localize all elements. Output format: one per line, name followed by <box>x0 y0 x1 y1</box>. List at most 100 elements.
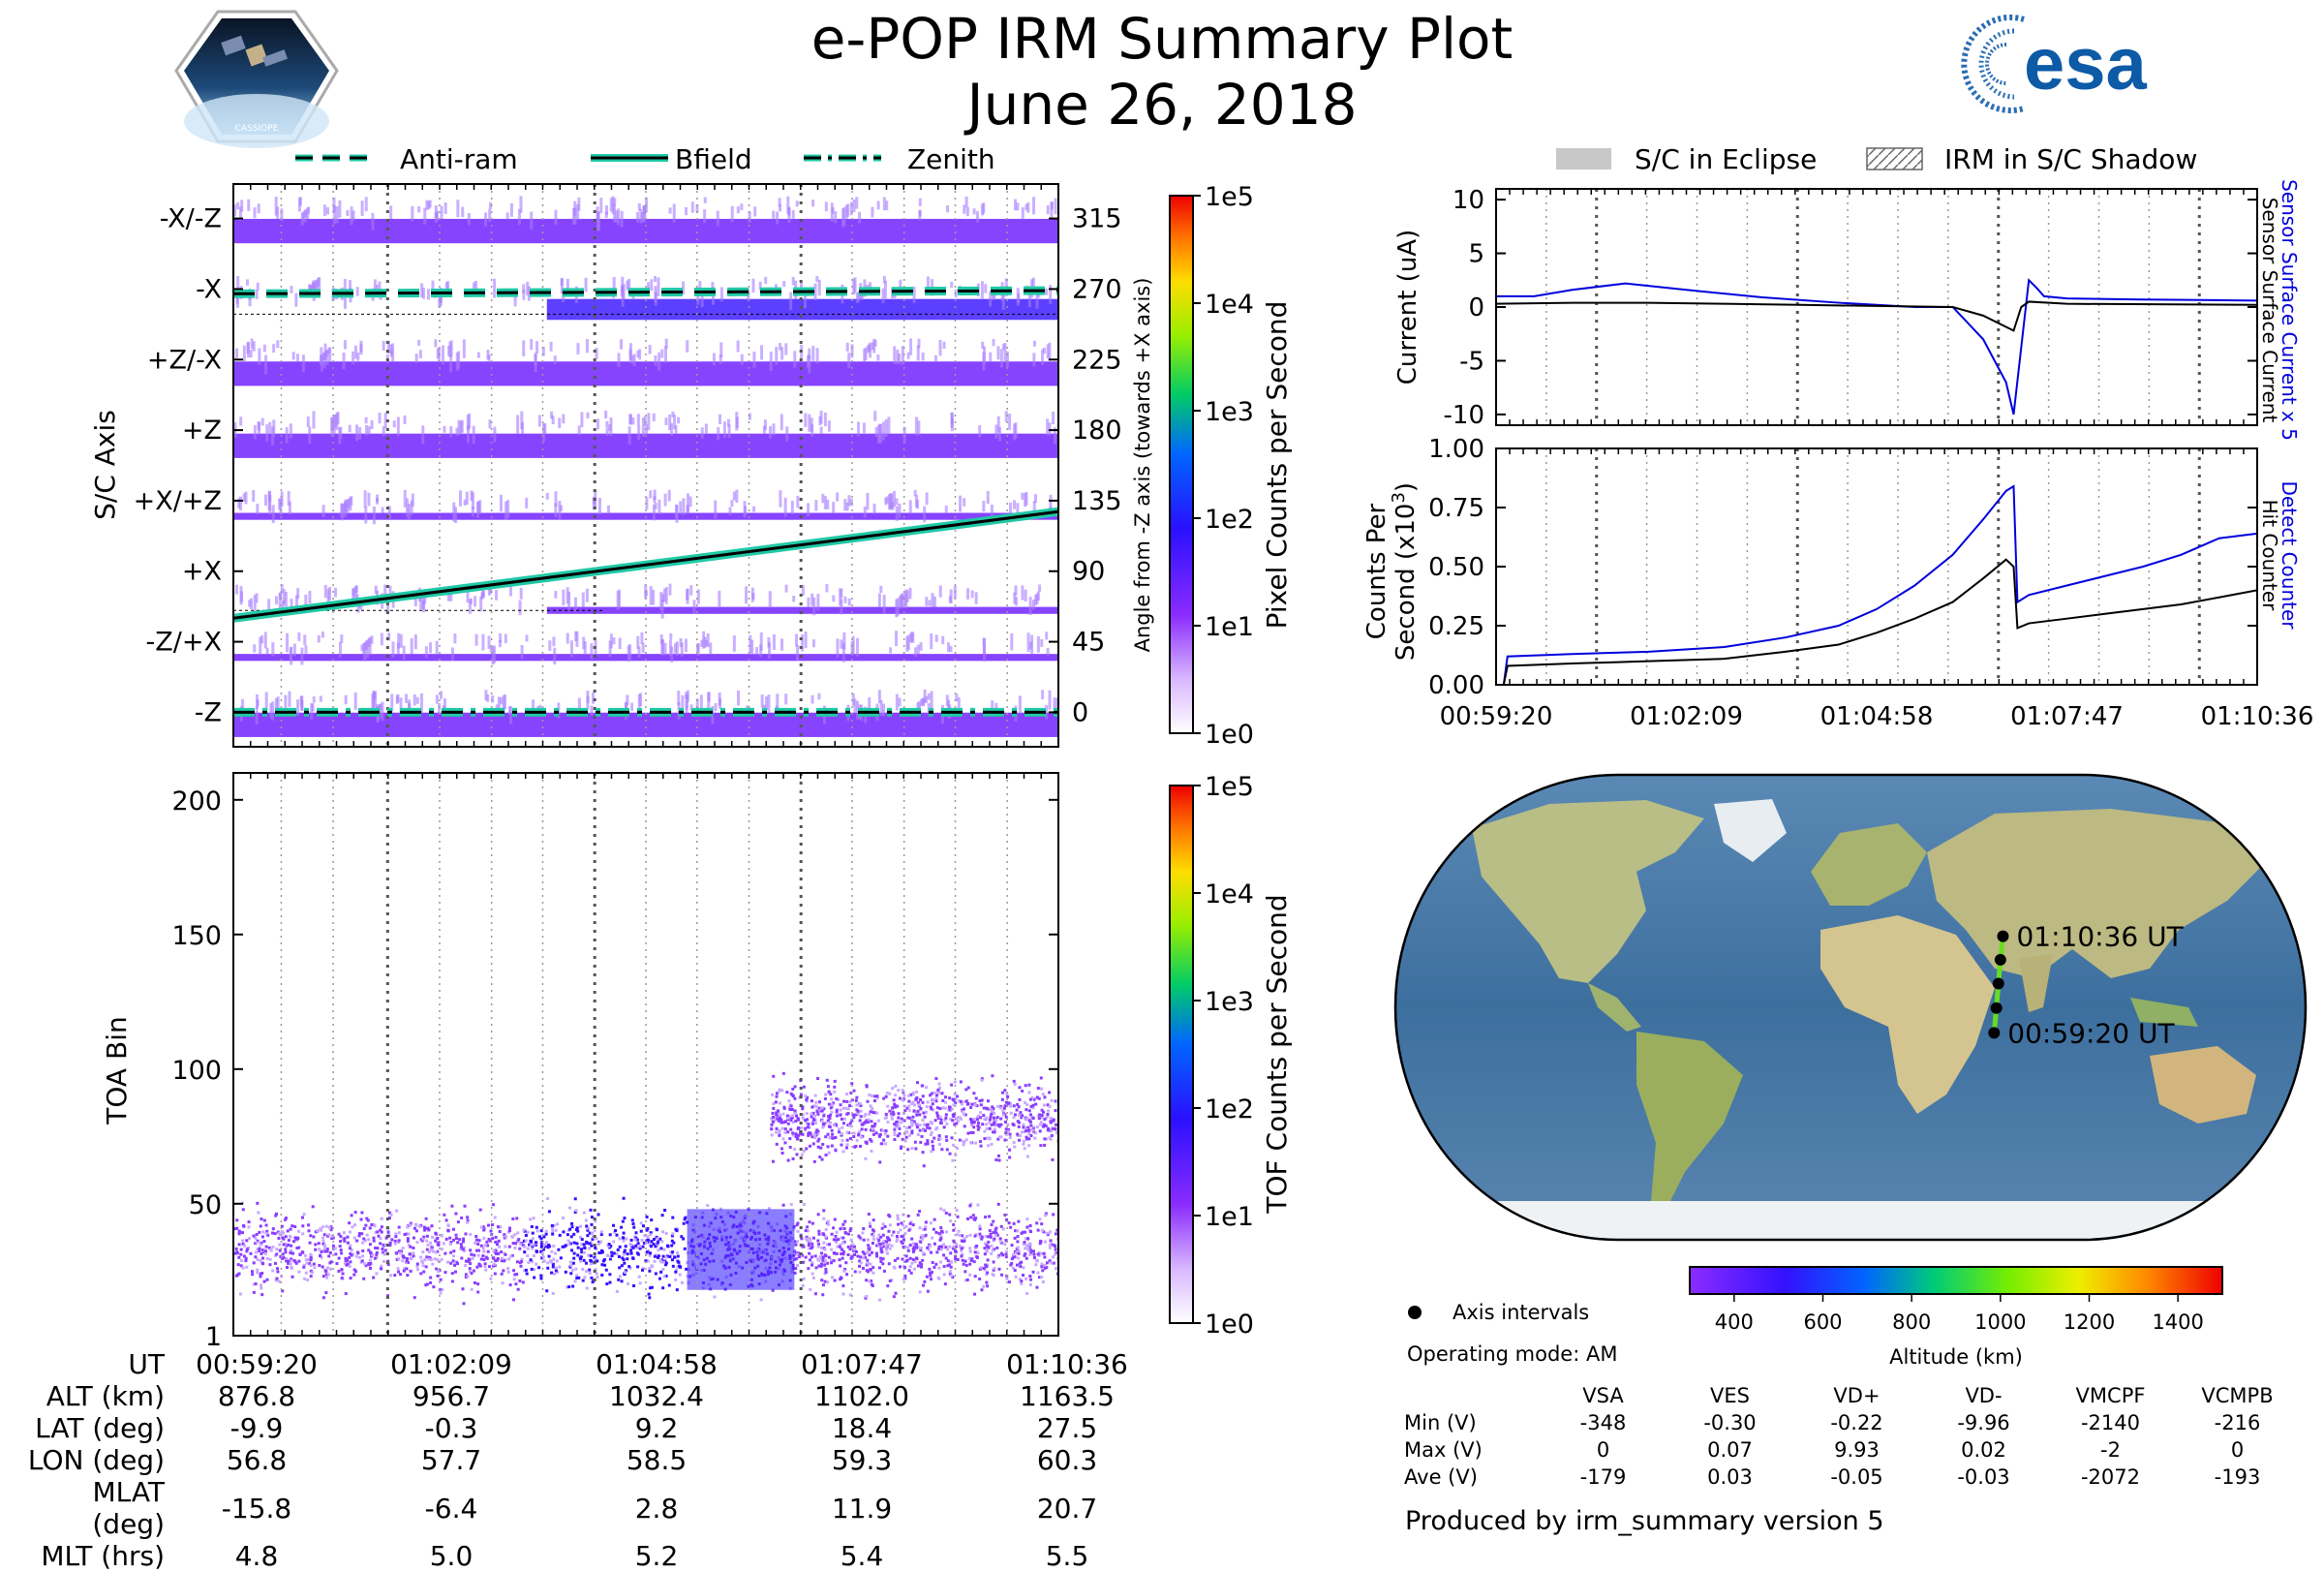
tof-point <box>790 1203 793 1206</box>
tof-point <box>852 1090 855 1093</box>
pixel-speckle <box>247 342 250 357</box>
tof-point <box>796 1264 799 1267</box>
tof-point <box>1025 1226 1028 1229</box>
tof-point <box>805 1229 808 1232</box>
tof-point <box>868 1248 871 1251</box>
tof-point <box>1013 1104 1016 1107</box>
tof-point <box>786 1130 789 1133</box>
pixel-speckle <box>491 695 494 703</box>
tof-point <box>987 1099 990 1102</box>
tof-point <box>902 1278 905 1280</box>
tof-point <box>933 1092 936 1094</box>
tof-point <box>1012 1253 1015 1256</box>
tof-point <box>487 1250 490 1253</box>
tof-point <box>279 1249 282 1252</box>
pixel-speckle <box>842 632 845 650</box>
tof-point <box>252 1235 255 1238</box>
pixel-speckle <box>661 594 664 601</box>
tof-point <box>332 1245 335 1248</box>
pixel-speckle <box>676 505 679 523</box>
tof-point <box>881 1227 884 1230</box>
tof-point <box>1029 1113 1032 1116</box>
tof-point <box>994 1267 996 1270</box>
tof-point <box>1013 1124 1016 1126</box>
pixel-speckle <box>254 425 257 439</box>
pixel-speckle <box>824 413 827 426</box>
counts-xtick-label: 00:59:20 <box>1440 702 1553 731</box>
tof-point <box>884 1132 887 1135</box>
tof-point <box>650 1245 653 1248</box>
tof-point <box>1038 1218 1041 1220</box>
tof-point <box>991 1143 994 1146</box>
tof-point <box>940 1148 943 1151</box>
tof-point <box>778 1090 780 1093</box>
tof-point <box>843 1118 846 1121</box>
pixel-speckle <box>468 414 471 429</box>
pixel-speckle <box>744 507 747 515</box>
pixel-speckle <box>657 353 660 371</box>
tof-point <box>866 1142 869 1145</box>
tof-point <box>938 1134 941 1137</box>
tof-point <box>634 1245 637 1248</box>
tof-point <box>885 1113 888 1116</box>
tof-point <box>432 1285 435 1288</box>
pixel-speckle <box>740 203 743 210</box>
tof-point <box>661 1214 664 1217</box>
tof-point <box>912 1223 915 1226</box>
pixel-speckle <box>930 633 933 649</box>
pixel-speckle <box>832 502 835 513</box>
tof-point <box>1046 1113 1049 1116</box>
pixel-speckle <box>628 426 631 445</box>
tof-point <box>1039 1240 1042 1243</box>
tof-point <box>771 1094 774 1096</box>
tof-point <box>962 1259 964 1262</box>
pixel-speckle <box>343 353 346 369</box>
tof-point <box>889 1223 892 1226</box>
tof-point <box>272 1227 275 1230</box>
pixel-y2tick-label: 90 <box>1072 557 1105 587</box>
map-track-point <box>1995 954 2006 966</box>
tof-point <box>268 1263 271 1266</box>
tof-point <box>624 1249 627 1252</box>
tof-point <box>585 1218 588 1221</box>
tof-point <box>435 1268 438 1271</box>
tof-point <box>482 1258 485 1261</box>
tof-point <box>949 1106 952 1109</box>
tof-point <box>973 1293 976 1296</box>
pixel-speckle <box>469 599 472 613</box>
tof-point <box>841 1118 843 1121</box>
tof-point <box>648 1267 651 1270</box>
tof-point <box>389 1242 392 1245</box>
tof-point <box>1015 1251 1018 1254</box>
tof-point <box>1001 1098 1004 1101</box>
tof-point <box>936 1106 939 1109</box>
legend-eclipse: S/C in Eclipse <box>1635 143 1817 175</box>
tof-point <box>980 1145 983 1148</box>
tof-point <box>560 1256 563 1259</box>
ephemeris-cell: 1102.0 <box>759 1380 964 1412</box>
tof-point <box>530 1258 533 1261</box>
tof-point <box>673 1256 676 1259</box>
tof-point <box>868 1213 871 1216</box>
tof-point <box>865 1295 868 1298</box>
pixel-speckle <box>382 507 384 512</box>
tof-point <box>1029 1134 1032 1137</box>
pixel-speckle <box>807 598 810 607</box>
tof-point <box>994 1130 996 1133</box>
tof-point <box>430 1248 433 1251</box>
tof-point <box>506 1267 509 1270</box>
pixel-speckle <box>266 648 269 655</box>
pixel-speckle <box>271 642 274 656</box>
pixel-speckle <box>504 694 506 709</box>
pixel-speckle <box>412 494 414 507</box>
tof-point <box>586 1286 589 1289</box>
tof-point <box>597 1243 600 1246</box>
pixel-speckle <box>345 695 348 704</box>
pixel-speckle <box>664 494 667 507</box>
tof-point <box>571 1285 574 1288</box>
tof-point <box>923 1124 926 1126</box>
tof-point <box>421 1250 424 1253</box>
tof-point <box>406 1274 409 1277</box>
tof-point <box>925 1086 928 1089</box>
ephemeris-cell: 18.4 <box>759 1412 964 1444</box>
